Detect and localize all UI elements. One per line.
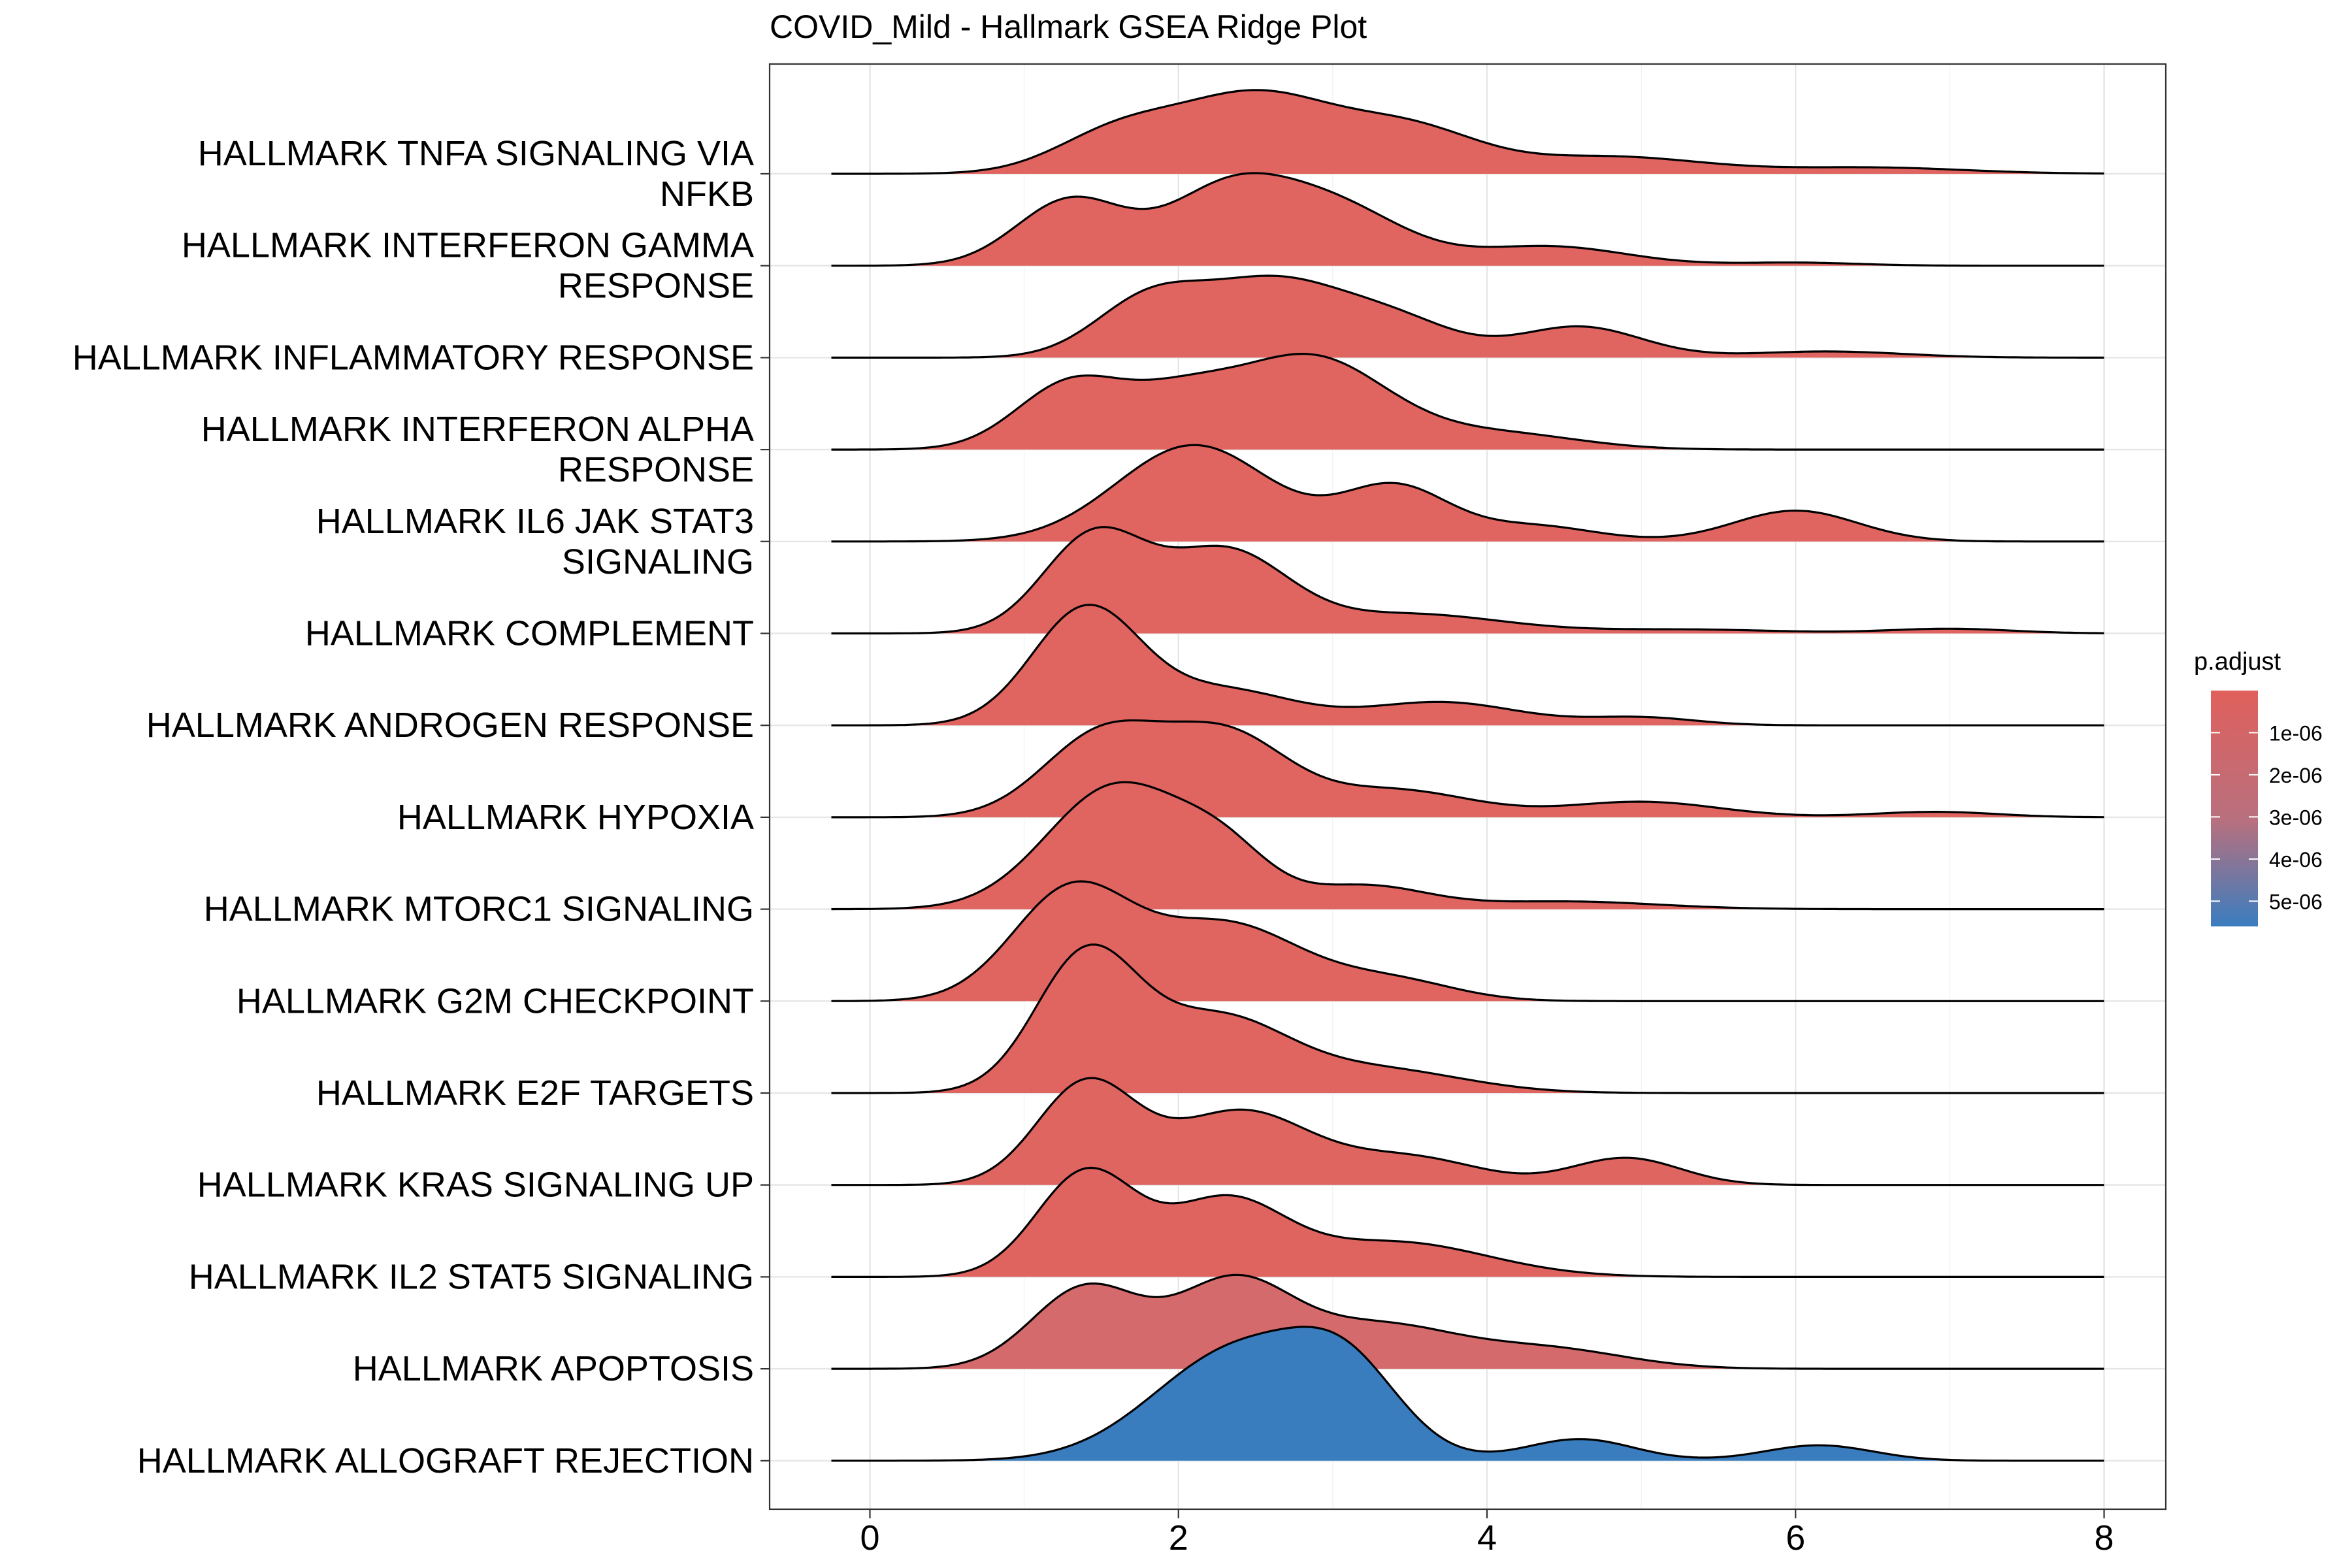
- ridge-area: [831, 1078, 2104, 1185]
- y-tick-label: HALLMARK G2M CHECKPOINT: [237, 981, 754, 1021]
- y-tick-label: HALLMARK INTERFERON ALPHA RESPONSE: [201, 410, 754, 489]
- y-tick-label: HALLMARK HYPOXIA: [397, 798, 754, 837]
- x-tick-label: 2: [1169, 1518, 1188, 1558]
- y-tick-label: HALLMARK APOPTOSIS: [353, 1349, 754, 1388]
- legend-tick-label: 3e-06: [2269, 806, 2323, 829]
- ridge-4: [831, 353, 2104, 451]
- ridge-outline: [831, 89, 2104, 175]
- x-tick-label: 6: [1786, 1518, 1805, 1558]
- ridge-outline: [831, 1273, 2104, 1370]
- ridge-13: [831, 1166, 2104, 1278]
- ridge-area: [831, 527, 2104, 634]
- ridge-outline: [831, 172, 2104, 267]
- y-tick-label: HALLMARK E2F TARGETS: [316, 1073, 754, 1113]
- ridge-14: [831, 1273, 2104, 1370]
- y-tick-label: HALLMARK KRAS SIGNALING UP: [197, 1166, 754, 1205]
- legend-colorbar: [2211, 691, 2258, 926]
- legend-tick-label: 4e-06: [2269, 848, 2323, 872]
- y-tick-label: HALLMARK INFLAMMATORY RESPONSE: [73, 338, 754, 377]
- ridge-outline: [831, 353, 2104, 451]
- ridge-area: [831, 173, 2104, 266]
- y-tick-label: HALLMARK TNFA SIGNALING VIA NFKB: [198, 134, 754, 214]
- plot-border: [768, 63, 2167, 1511]
- y-tick-label: HALLMARK ANDROGEN RESPONSE: [146, 706, 754, 745]
- x-tick-label: 0: [860, 1518, 879, 1558]
- y-tick-label: HALLMARK IL2 STAT5 SIGNALING: [189, 1257, 754, 1296]
- ridge-outline: [831, 1077, 2104, 1186]
- y-axis: HALLMARK TNFA SIGNALING VIA NFKB HALLMARK …: [73, 134, 770, 1480]
- ridge-area: [831, 1326, 2104, 1461]
- ridge-area: [831, 276, 2104, 358]
- ridge-outline: [831, 444, 2104, 543]
- x-tick-label: 4: [1477, 1518, 1497, 1558]
- x-axis: 0 2 4 6 8: [860, 1509, 2114, 1558]
- ridge-outline: [831, 719, 2104, 819]
- ridge-area: [831, 604, 2104, 726]
- ridge-area: [831, 1168, 2104, 1277]
- ridge-area: [831, 944, 2104, 1093]
- ridge-outline: [831, 274, 2104, 359]
- ridge-outline: [831, 1166, 2104, 1278]
- ridge-outline: [831, 604, 2104, 727]
- ridge-area: [831, 881, 2104, 1002]
- ridge-area: [831, 1275, 2104, 1369]
- color-legend: p.adjust 1e-06 2e-06 3e-06 4e-06 5e-06: [2194, 648, 2323, 926]
- ridge-3: [831, 274, 2104, 359]
- ridge-outline: [831, 880, 2104, 1002]
- ridge-6: [831, 526, 2104, 635]
- legend-tick-label: 1e-06: [2269, 721, 2323, 745]
- ridge-12: [831, 1077, 2104, 1186]
- ridge-outline: [831, 781, 2104, 911]
- y-tick-label: HALLMARK MTORC1 SIGNALING: [204, 890, 754, 929]
- ridge-2: [831, 172, 2104, 267]
- ridge-15: [831, 1326, 2104, 1462]
- ridge-outline: [831, 526, 2104, 635]
- legend-tick-label: 2e-06: [2269, 764, 2323, 787]
- ridge-1: [831, 89, 2104, 175]
- y-tick-label: HALLMARK INTERFERON GAMMA RESPONSE: [182, 226, 754, 306]
- ridge-10: [831, 880, 2104, 1002]
- ridge-7: [831, 604, 2104, 727]
- y-tick-label: HALLMARK ALLOGRAFT REJECTION: [137, 1441, 754, 1480]
- chart-title: COVID_Mild - Hallmark GSEA Ridge Plot: [770, 8, 1367, 45]
- ridge-outline: [831, 943, 2104, 1094]
- ridge-11: [831, 943, 2104, 1094]
- ridge-area: [831, 782, 2104, 909]
- y-tick-label: HALLMARK COMPLEMENT: [305, 614, 754, 653]
- ridge-area: [831, 445, 2104, 542]
- legend-tick-label: 5e-06: [2269, 890, 2323, 913]
- ridge-series: [831, 89, 2104, 1462]
- ridge-5: [831, 444, 2104, 543]
- ridge-9: [831, 781, 2104, 911]
- ridge-outline: [831, 1326, 2104, 1462]
- plot-panel: [770, 64, 2166, 1509]
- ridge-area: [831, 353, 2104, 450]
- x-tick-label: 8: [2095, 1518, 2114, 1558]
- y-tick-label: HALLMARK IL6 JAK STAT3 SIGNALING: [316, 502, 754, 581]
- legend-title: p.adjust: [2194, 648, 2281, 676]
